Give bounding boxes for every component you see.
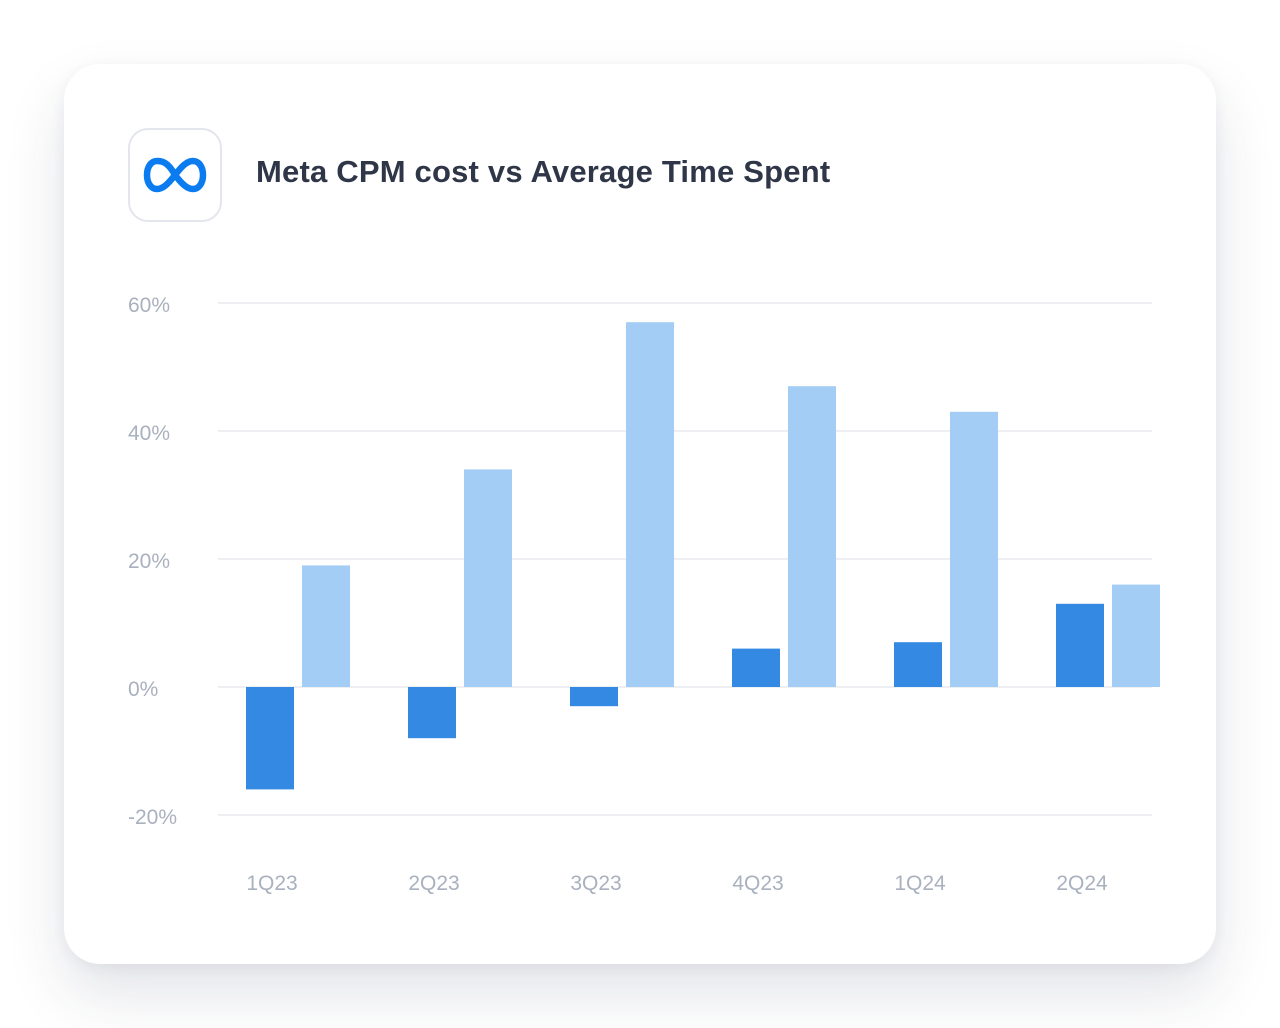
y-tick-label: 60% (128, 294, 170, 317)
bar-1Q24-series-1 (894, 642, 942, 687)
y-tick-label: 20% (128, 550, 170, 573)
bar-2Q23-series-1 (408, 687, 456, 739)
bar-2Q24-series-1 (1056, 603, 1104, 687)
x-tick-label: 2Q24 (1056, 872, 1108, 895)
x-tick-label: 4Q23 (732, 872, 783, 895)
meta-logo-badge (128, 128, 222, 222)
meta-logo-icon (143, 157, 207, 193)
bar-4Q23-series-2 (788, 386, 836, 687)
y-tick-label: -20% (128, 806, 177, 829)
chart-title: Meta CPM cost vs Average Time Spent (256, 154, 831, 189)
x-tick-label: 2Q23 (408, 872, 459, 895)
bar-1Q24-series-2 (950, 411, 998, 687)
bar-3Q23-series-1 (570, 687, 618, 707)
y-tick-label: 0% (128, 678, 158, 701)
bar-1Q23-series-2 (302, 565, 350, 687)
bar-4Q23-series-1 (732, 648, 780, 687)
x-tick-label: 1Q23 (246, 872, 297, 895)
x-tick-label: 1Q24 (894, 872, 946, 895)
x-tick-label: 3Q23 (570, 872, 621, 895)
bar-2Q24-series-2 (1112, 584, 1160, 687)
y-tick-label: 40% (128, 422, 170, 445)
bar-3Q23-series-2 (626, 322, 674, 687)
bar-1Q23-series-1 (246, 687, 294, 790)
bar-2Q23-series-2 (464, 469, 512, 687)
